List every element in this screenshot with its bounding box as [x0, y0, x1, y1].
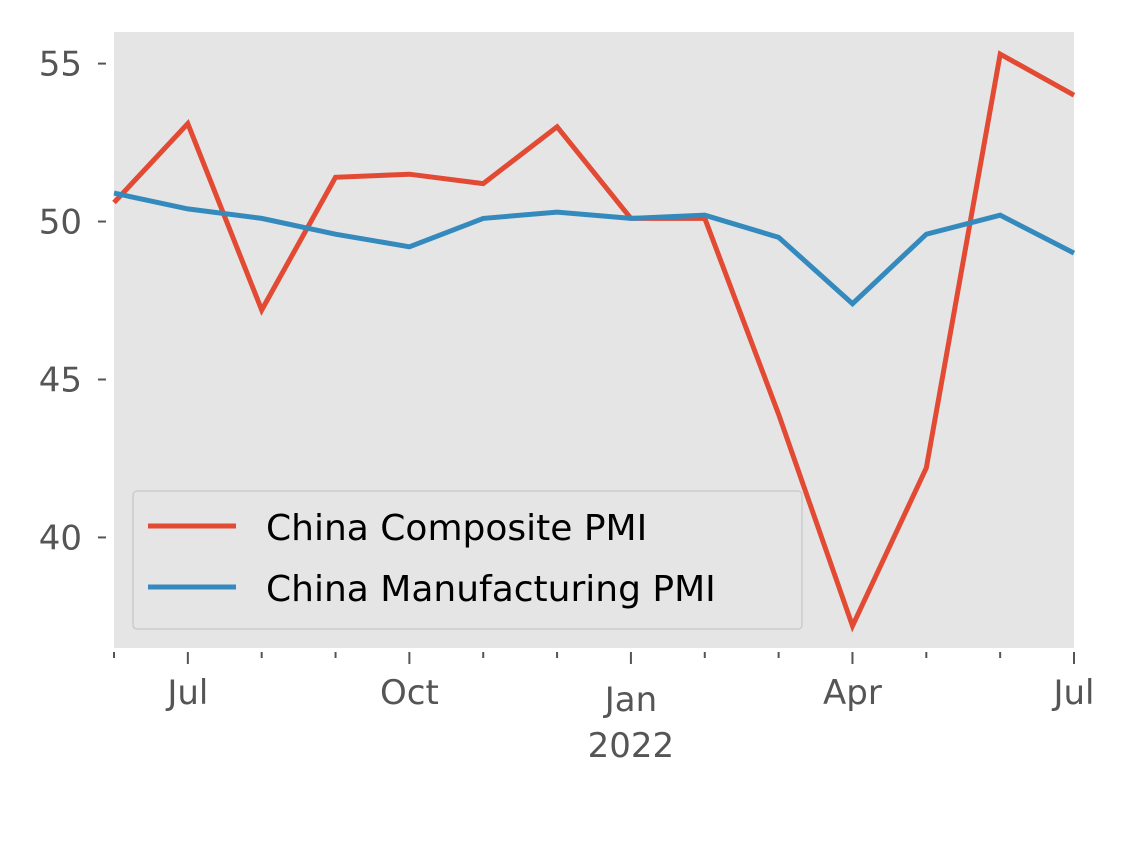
y-tick-label: 55	[39, 45, 82, 85]
x-tick-label: Jul	[165, 673, 208, 713]
y-ticks: 40 45 50 55	[39, 45, 106, 558]
y-tick-label: 50	[39, 203, 82, 243]
series-lines	[112, 50, 1076, 633]
x-minor-ticks	[113, 652, 1002, 658]
x-tick-label: Apr	[823, 673, 882, 713]
y-tick-label: 45	[39, 360, 82, 400]
y-tick-label: 40	[39, 518, 82, 558]
x-tick-label: Oct	[380, 673, 439, 713]
x-tick-label: Jul	[1051, 673, 1094, 713]
series-line-manufacturing	[113, 190, 1076, 308]
legend-label-composite: China Composite PMI	[266, 508, 647, 549]
x-major-ticks: Jul Oct Jan 2022 Apr Jul	[165, 652, 1095, 766]
legend-box	[132, 490, 803, 630]
x-tick-sublabel: 2022	[588, 726, 675, 766]
x-tick-label: Jan	[603, 680, 657, 720]
legend-label-manufacturing: China Manufacturing PMI	[266, 569, 716, 610]
legend: China Composite PMI China Manufacturing …	[132, 490, 803, 630]
series-line-composite	[112, 50, 1076, 633]
